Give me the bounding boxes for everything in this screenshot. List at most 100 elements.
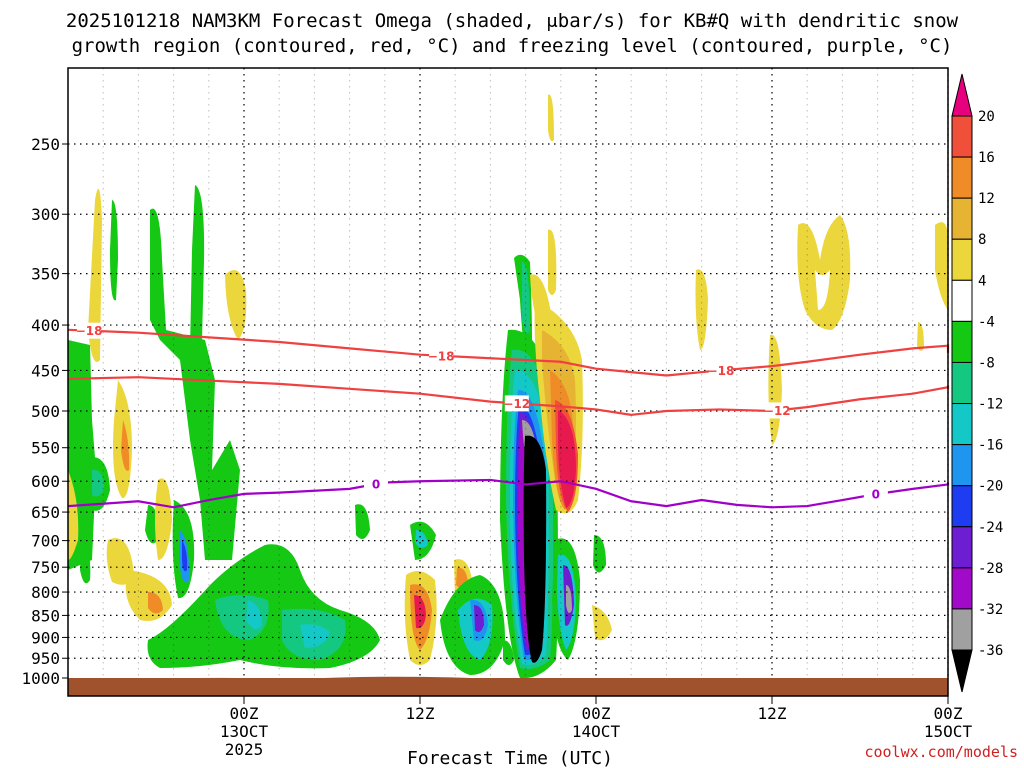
colorbar-box <box>951 608 973 651</box>
x-tick-label: 00Z <box>582 704 611 723</box>
omega-shade <box>92 469 104 497</box>
y-tick-label: 850 <box>31 606 60 625</box>
x-tick-year: 2025 <box>225 740 264 759</box>
omega-shade <box>503 640 514 665</box>
y-tick-label: 1000 <box>21 669 60 688</box>
omega-shade <box>815 270 830 310</box>
colorbar-box <box>951 444 973 487</box>
contour-label-bg <box>429 347 454 364</box>
omega-shade <box>121 420 130 471</box>
omega-shade <box>225 270 247 340</box>
contour-label: 0 <box>872 488 880 502</box>
contour-label-bg <box>863 486 888 503</box>
omega-shade <box>150 208 240 561</box>
omega-shade <box>155 478 172 560</box>
colorbar-label: -24 <box>978 520 1003 536</box>
omega-shade <box>522 262 530 334</box>
omega-shade <box>80 540 91 584</box>
y-axis: 250 300 350 400 450 500 550 600 650 700 750 800 850 9… <box>21 135 68 688</box>
contour-line <box>67 328 950 377</box>
x-tick-label: 00Z <box>230 704 259 723</box>
colorbar-box <box>951 279 973 322</box>
omega-shade <box>523 435 547 663</box>
omega-shading-layer <box>68 94 948 679</box>
contour-label: −18 <box>708 364 735 378</box>
omega-shade <box>917 322 924 351</box>
contour-label: −12 <box>503 397 530 411</box>
x-tick-label: 12Z <box>406 704 435 723</box>
colorbar-label: 8 <box>978 232 986 248</box>
colorbar-label: -12 <box>978 397 1003 413</box>
x-tick-label: 12Z <box>758 704 787 723</box>
omega-shade <box>68 470 79 560</box>
omega-shade <box>935 222 948 310</box>
omega-shade <box>593 535 606 573</box>
y-tick-label: 600 <box>31 472 60 491</box>
colorbar-box <box>951 115 973 158</box>
colorbar-label: -36 <box>978 643 1003 659</box>
x-tick-date: 14OCT <box>572 722 621 741</box>
y-tick-label: 900 <box>31 628 60 647</box>
y-tick-label: 450 <box>31 361 60 380</box>
omega-shade <box>414 595 426 629</box>
colorbar-label: -32 <box>978 602 1003 618</box>
colorbar-label: 16 <box>978 150 995 166</box>
colorbar-box <box>951 567 973 610</box>
contour-line <box>67 478 950 509</box>
omega-shade <box>148 592 163 614</box>
colorbar: 20 16 12 8 4 -4 -8 -12 -16 -20 -24 -28 -32 -36 <box>951 73 1003 693</box>
omega-shade <box>355 504 370 539</box>
contour-label: 0 <box>372 478 380 492</box>
colorbar-box <box>951 526 973 569</box>
colorbar-label: -20 <box>978 479 1003 495</box>
x-tick-label: 00Z <box>934 704 963 723</box>
colorbar-label: 20 <box>978 109 995 125</box>
omega-shade <box>592 605 612 641</box>
x-axis-label: Forecast Time (UTC) <box>407 748 613 768</box>
colorbar-label: 4 <box>978 273 986 289</box>
y-tick-label: 400 <box>31 316 60 335</box>
contour-label-bg <box>765 402 790 419</box>
plot-frame <box>67 67 949 697</box>
omega-shade <box>695 269 708 350</box>
colorbar-label: 12 <box>978 191 995 207</box>
contour-label: −18 <box>76 324 103 338</box>
colorbar-box <box>951 403 973 446</box>
omega-shade <box>182 540 188 572</box>
contour-line <box>67 376 950 416</box>
x-tick-date: 15OCT <box>924 722 973 741</box>
y-tick-label: 750 <box>31 558 60 577</box>
omega-shade <box>145 505 159 544</box>
contour-label-bg <box>504 395 529 412</box>
y-tick-label: 350 <box>31 265 60 284</box>
omega-shade <box>246 600 262 629</box>
colorbar-top-arrow <box>951 73 973 117</box>
omega-shade <box>110 200 118 301</box>
colorbar-box <box>951 485 973 528</box>
omega-shade <box>190 185 205 350</box>
contour-label-bg <box>364 476 388 493</box>
colorbar-bottom-arrow <box>951 649 973 693</box>
ground-band-edge <box>68 676 948 696</box>
omega-shade <box>106 538 134 585</box>
omega-shade <box>300 624 330 648</box>
colorbar-label: -28 <box>978 561 1003 577</box>
chart-title-line-1: 2025101218 NAM3KM Forecast Omega (shaded… <box>66 10 959 32</box>
colorbar-label: -16 <box>978 438 1003 454</box>
y-tick-label: 300 <box>31 205 60 224</box>
contour-label-bg <box>77 322 102 339</box>
y-tick-label: 250 <box>31 135 60 154</box>
y-tick-label: 500 <box>31 402 60 421</box>
contour-label: −12 <box>764 404 791 418</box>
contour-label-bg <box>708 362 733 379</box>
omega-shade <box>88 188 102 362</box>
y-tick-label: 800 <box>31 583 60 602</box>
omega-shade <box>415 530 428 548</box>
x-tick-date: 13OCT <box>220 722 269 741</box>
colorbar-box <box>951 320 973 363</box>
y-tick-label: 700 <box>31 532 60 551</box>
y-gridlines <box>68 143 948 659</box>
contour-layer: −18 −18 −18 −12 −12 0 0 <box>67 322 950 509</box>
